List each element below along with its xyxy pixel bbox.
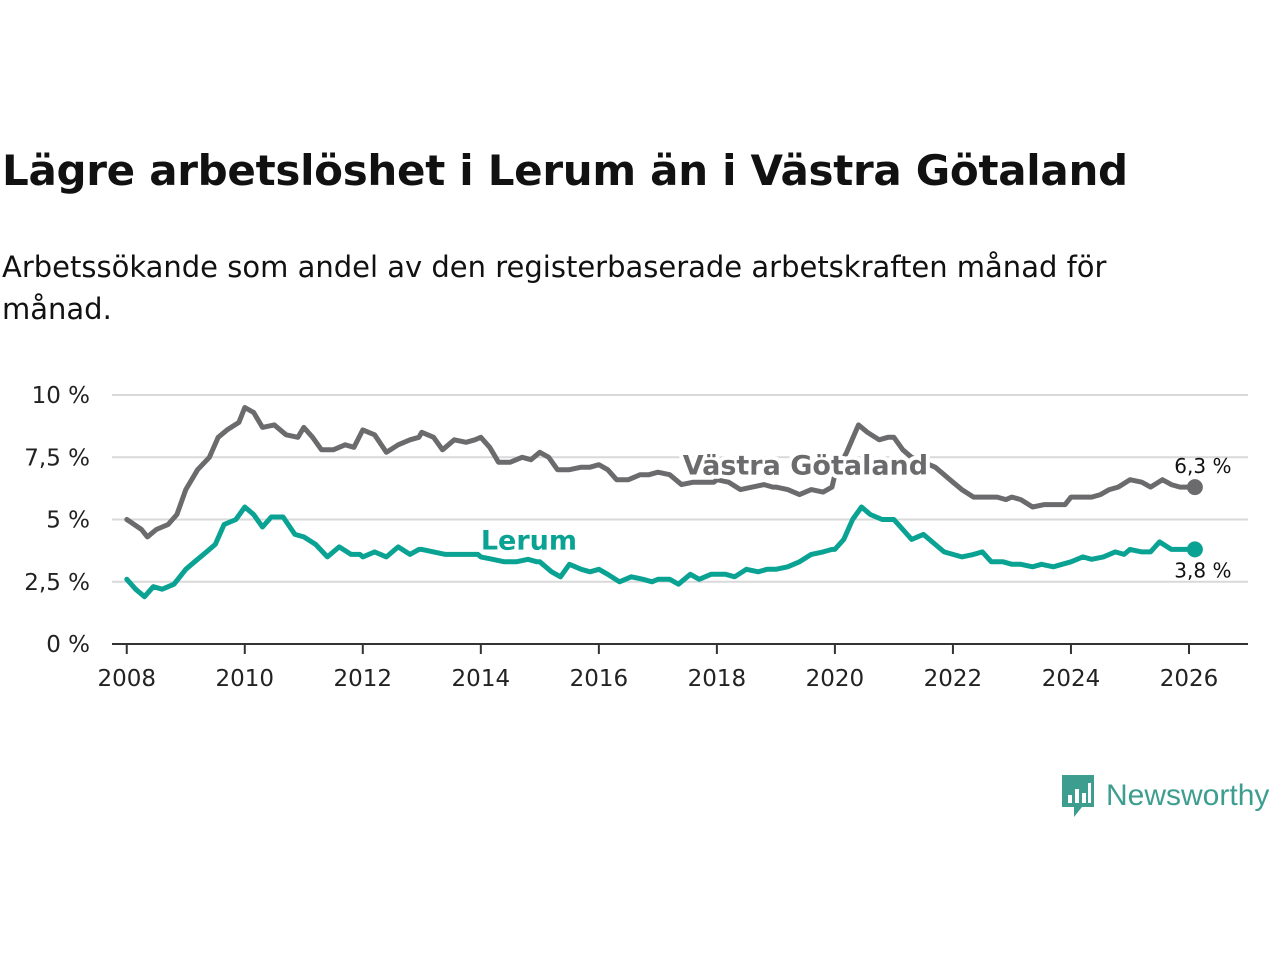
x-tick-label: 2012 <box>334 666 393 692</box>
end-value-label-lerum: 3,8 % <box>1174 558 1231 582</box>
newsworthy-logo-icon <box>1062 775 1094 817</box>
series-label-lerum: Lerum <box>481 525 577 556</box>
x-tick-label: 2024 <box>1042 666 1101 692</box>
x-tick-label: 2018 <box>688 666 747 692</box>
x-tick-label: 2026 <box>1160 666 1219 692</box>
chart-subtitle: Arbetssökande som andel av den registerb… <box>2 250 1107 326</box>
x-tick-label: 2010 <box>216 666 275 692</box>
series-lines <box>124 405 1203 600</box>
end-value-label-vastra-gotaland: 6,3 % <box>1174 454 1231 478</box>
newsworthy-logo: Newsworthy <box>1060 772 1269 820</box>
x-tick-label: 2016 <box>570 666 629 692</box>
x-axis: 2008 2010 2012 2014 2016 2018 2020 2022 2024 2026 <box>97 643 1248 692</box>
chart-title: Lägre arbetslöshet i Lerum än i Västra G… <box>2 146 1128 195</box>
brand-name: Newsworthy <box>1106 779 1270 812</box>
grid-lines <box>112 394 1248 583</box>
series-line-vastra-gotaland <box>124 405 1198 540</box>
series-labels: 6,3 % 3,8 % Västra Götaland Lerum <box>477 447 1232 583</box>
y-tick-label: 0 % <box>46 632 90 658</box>
y-tick-label: 2,5 % <box>24 570 90 596</box>
x-tick-label: 2022 <box>924 666 983 692</box>
end-point-vastra-gotaland <box>1186 479 1203 496</box>
x-tick-label: 2014 <box>452 666 511 692</box>
series-label-vastra-gotaland: Västra Götaland <box>683 451 928 482</box>
x-tick-label: 2008 <box>97 666 156 692</box>
series-line-lerum <box>124 504 1198 600</box>
y-tick-label: 7,5 % <box>24 445 90 471</box>
y-axis-ticks: 0 % 2,5 % 5 % 7,5 % 10 % <box>24 383 90 658</box>
x-tick-label: 2020 <box>806 666 865 692</box>
y-tick-label: 10 % <box>32 383 90 409</box>
y-tick-label: 5 % <box>46 508 90 534</box>
end-point-lerum <box>1186 541 1203 558</box>
line-chart: 0 % 2,5 % 5 % 7,5 % 10 % 2008 2010 2012 2014 201… <box>24 383 1248 692</box>
